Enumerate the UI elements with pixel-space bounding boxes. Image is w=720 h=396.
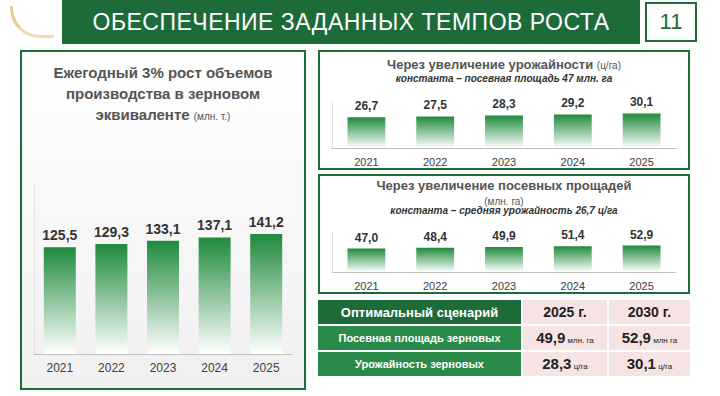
html-text:11: 11 (659, 9, 683, 34)
html-text:константа – посевная площадь 4: константа – посевная площадь 47 млн. га (395, 73, 613, 84)
svg-text:52,9: 52,9 (630, 228, 654, 242)
svg-text:2022: 2022 (423, 156, 447, 168)
html-text:2025 г.: 2025 г. (543, 304, 587, 320)
svg-text:26,7: 26,7 (355, 99, 379, 113)
svg-text:141,2: 141,2 (249, 214, 284, 230)
svg-text:2023: 2023 (492, 156, 516, 168)
svg-text:2021: 2021 (354, 156, 378, 168)
svg-text:48,4: 48,4 (424, 230, 448, 244)
html-text:ОБЕСПЕЧЕНИЕ ЗАДАННЫХ ТЕМПОВ РО: ОБЕСПЕЧЕНИЕ ЗАДАННЫХ ТЕМПОВ РОСТА (92, 9, 610, 35)
html-text:Через увеличение урожайности(ц: Через увеличение урожайности(ц/га) (387, 57, 621, 72)
html-text:2030 г.: 2030 г. (627, 304, 672, 320)
svg-text:125,5: 125,5 (42, 227, 77, 243)
svg-text:2024: 2024 (561, 156, 585, 168)
svg-text:29,2: 29,2 (561, 96, 585, 110)
html-text:Оптимальный сценарий: Оптимальный сценарий (340, 304, 499, 320)
svg-text:27,5: 27,5 (424, 98, 448, 112)
svg-text:51,4: 51,4 (561, 228, 585, 242)
html-text:константа – средняя урожайност: константа – средняя урожайность 26,7 ц/г… (390, 205, 618, 216)
html-text:28,3ц/га: 28,3ц/га (542, 355, 588, 372)
svg-text:2024: 2024 (201, 361, 228, 375)
html-text:(млн. га): (млн. га) (484, 196, 524, 207)
svg-text:133,1: 133,1 (145, 221, 180, 237)
svg-text:2021: 2021 (46, 361, 73, 375)
svg-text:47,0: 47,0 (355, 231, 379, 245)
svg-text:30,1: 30,1 (630, 95, 654, 109)
svg-text:137,1: 137,1 (197, 217, 232, 233)
html-text:Через увеличение посевных прощ: Через увеличение посевных прощадей (376, 178, 632, 193)
html-text:Посевная площадь зерновых: Посевная площадь зерновых (338, 332, 501, 344)
svg-text:28,3: 28,3 (492, 97, 516, 111)
html-text:30,1ц/га: 30,1ц/га (626, 355, 673, 372)
svg-text:2025: 2025 (253, 361, 280, 375)
html-text:Урожайность зерновых: Урожайность зерновых (355, 358, 484, 370)
svg-text:49,9: 49,9 (492, 229, 516, 243)
html-text:52,9млн га: 52,9млн га (621, 329, 678, 346)
svg-text:2025: 2025 (629, 280, 653, 292)
svg-text:2022: 2022 (98, 361, 125, 375)
svg-text:2023: 2023 (150, 361, 177, 375)
svg-text:129,3: 129,3 (94, 224, 129, 240)
svg-text:2022: 2022 (423, 280, 447, 292)
html-text:Ежегодный 3% рост объемов прои: Ежегодный 3% рост объемов производства в… (53, 64, 273, 123)
svg-text:2024: 2024 (561, 280, 585, 292)
svg-text:2021: 2021 (354, 280, 378, 292)
svg-text:2025: 2025 (629, 156, 653, 168)
html-text:49,9млн. га: 49,9млн. га (536, 329, 594, 346)
svg-text:2023: 2023 (492, 280, 516, 292)
